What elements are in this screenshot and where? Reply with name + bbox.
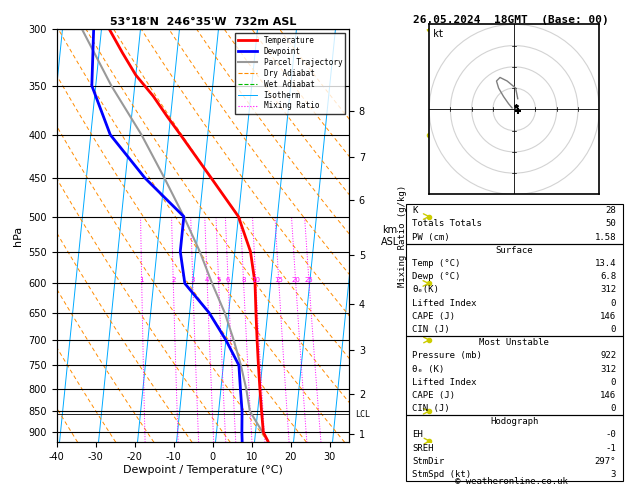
Text: Pressure (mb): Pressure (mb)	[412, 351, 482, 360]
Text: 146: 146	[600, 312, 616, 321]
Text: 28: 28	[606, 206, 616, 215]
Text: CAPE (J): CAPE (J)	[412, 312, 455, 321]
Text: 26.05.2024  18GMT  (Base: 00): 26.05.2024 18GMT (Base: 00)	[413, 15, 609, 25]
Text: 0: 0	[611, 298, 616, 308]
Text: 5: 5	[216, 278, 221, 283]
Text: Totals Totals: Totals Totals	[412, 219, 482, 228]
Text: 312: 312	[600, 364, 616, 374]
Legend: Temperature, Dewpoint, Parcel Trajectory, Dry Adiabat, Wet Adiabat, Isotherm, Mi: Temperature, Dewpoint, Parcel Trajectory…	[235, 33, 345, 114]
Text: θₑ (K): θₑ (K)	[412, 364, 445, 374]
X-axis label: Dewpoint / Temperature (°C): Dewpoint / Temperature (°C)	[123, 465, 283, 475]
Text: Most Unstable: Most Unstable	[479, 338, 549, 347]
Text: 0: 0	[611, 404, 616, 413]
Text: kt: kt	[433, 29, 444, 39]
Bar	[406, 336, 623, 415]
Text: LCL: LCL	[355, 410, 370, 419]
Text: 6: 6	[226, 278, 230, 283]
Y-axis label: hPa: hPa	[13, 226, 23, 246]
Text: θₑ(K): θₑ(K)	[412, 285, 439, 295]
Text: -1: -1	[606, 444, 616, 452]
Text: 1.58: 1.58	[594, 233, 616, 242]
Text: 25: 25	[305, 278, 313, 283]
Text: 10: 10	[252, 278, 260, 283]
Text: StmDir: StmDir	[412, 457, 445, 466]
Y-axis label: km
ASL: km ASL	[381, 225, 399, 246]
Text: -0: -0	[606, 431, 616, 439]
Title: 53°18'N  246°35'W  732m ASL: 53°18'N 246°35'W 732m ASL	[109, 17, 296, 27]
Text: 3: 3	[191, 278, 195, 283]
Text: Dewp (°C): Dewp (°C)	[412, 272, 460, 281]
Text: 146: 146	[600, 391, 616, 400]
Text: PW (cm): PW (cm)	[412, 233, 450, 242]
Text: Temp (°C): Temp (°C)	[412, 259, 460, 268]
Text: CAPE (J): CAPE (J)	[412, 391, 455, 400]
Text: EH: EH	[412, 431, 423, 439]
Text: © weatheronline.co.uk: © weatheronline.co.uk	[455, 477, 567, 486]
Text: 0: 0	[611, 378, 616, 387]
Text: Lifted Index: Lifted Index	[412, 298, 477, 308]
Text: 312: 312	[600, 285, 616, 295]
Bar	[406, 204, 623, 243]
Text: CIN (J): CIN (J)	[412, 325, 450, 334]
Text: SREH: SREH	[412, 444, 434, 452]
Bar	[406, 415, 623, 481]
Text: 15: 15	[274, 278, 283, 283]
Text: 20: 20	[291, 278, 300, 283]
Text: 0: 0	[611, 325, 616, 334]
Text: 922: 922	[600, 351, 616, 360]
Text: Hodograph: Hodograph	[490, 417, 538, 426]
Text: 3: 3	[611, 470, 616, 479]
Text: Mixing Ratio (g/kg): Mixing Ratio (g/kg)	[398, 185, 407, 287]
Text: Lifted Index: Lifted Index	[412, 378, 477, 387]
Text: 2: 2	[171, 278, 175, 283]
Bar	[406, 243, 623, 336]
Text: 13.4: 13.4	[594, 259, 616, 268]
Text: Surface: Surface	[496, 246, 533, 255]
Text: StmSpd (kt): StmSpd (kt)	[412, 470, 471, 479]
Text: 8: 8	[242, 278, 246, 283]
Text: 1: 1	[140, 278, 144, 283]
Text: 50: 50	[606, 219, 616, 228]
Text: K: K	[412, 206, 418, 215]
Text: 4: 4	[205, 278, 209, 283]
Text: 6.8: 6.8	[600, 272, 616, 281]
Text: 297°: 297°	[594, 457, 616, 466]
Text: CIN (J): CIN (J)	[412, 404, 450, 413]
